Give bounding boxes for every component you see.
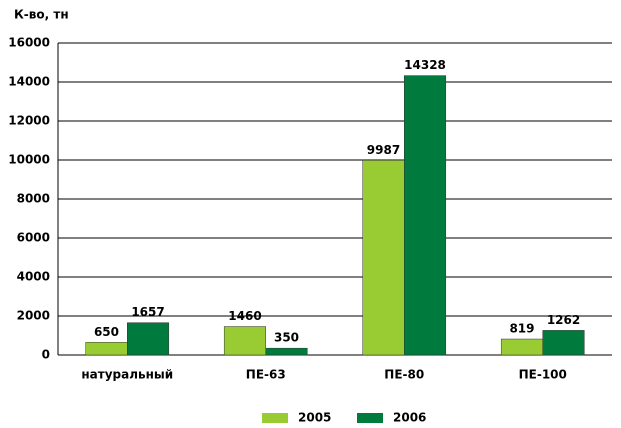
value-label: 9987	[367, 143, 400, 157]
bar	[127, 322, 170, 356]
value-label: 350	[274, 331, 299, 345]
y-tick-label: 10000	[8, 153, 50, 167]
x-tick-label: ПЕ-63	[246, 368, 286, 382]
y-tick-label: 12000	[8, 114, 50, 128]
y-tick-label: 0	[42, 348, 50, 362]
value-label: 1262	[547, 313, 580, 327]
y-tick-label: 6000	[17, 231, 50, 245]
x-tick-label: ПЕ-80	[384, 368, 424, 382]
y-axis-label: К-во, тн	[14, 8, 69, 22]
legend-label: 2006	[393, 411, 426, 425]
value-label: 650	[94, 325, 119, 339]
value-label: 1657	[131, 305, 164, 319]
bar	[223, 326, 266, 356]
value-label: 1460	[228, 309, 261, 323]
value-label: 14328	[404, 58, 446, 72]
y-tick-label: 8000	[17, 192, 50, 206]
value-label: 819	[509, 322, 534, 336]
y-tick-label: 16000	[8, 36, 50, 50]
bar	[404, 75, 447, 356]
x-tick-label: ПЕ-100	[519, 368, 567, 382]
legend-swatch	[357, 413, 383, 423]
legend-label: 2005	[298, 411, 331, 425]
y-tick-label: 14000	[8, 75, 50, 89]
bar	[542, 330, 585, 356]
bar	[265, 347, 308, 356]
y-tick-label: 4000	[17, 270, 50, 284]
legend-swatch	[262, 413, 288, 423]
y-tick-label: 2000	[17, 309, 50, 323]
bar	[362, 160, 405, 356]
bar	[85, 342, 128, 356]
bar	[500, 338, 544, 356]
x-tick-label: натуральный	[81, 368, 173, 382]
